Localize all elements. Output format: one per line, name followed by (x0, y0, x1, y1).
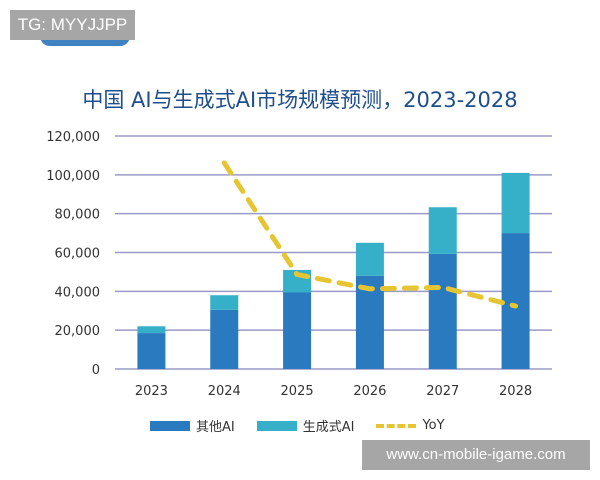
legend-label: 生成式AI (302, 420, 355, 435)
x-tick-label: 2026 (353, 384, 386, 399)
bar-2028 (501, 233, 530, 369)
x-tick-label: 2027 (426, 384, 459, 399)
legend-swatch (256, 420, 297, 431)
x-tick-label: 2024 (208, 384, 241, 399)
y-tick-label: 40,000 (55, 285, 101, 300)
bar-2025 (283, 292, 312, 369)
y-tick-label: 120,000 (46, 130, 100, 145)
legend-swatch (150, 420, 190, 431)
y-tick-label: 60,000 (55, 247, 101, 262)
bar-2024 (210, 309, 239, 369)
bar-2026 (355, 242, 384, 276)
y-tick-label: 0 (92, 363, 100, 378)
bar-2024 (210, 295, 239, 310)
x-tick-label: 2028 (499, 384, 532, 399)
x-tick-label: 2025 (281, 384, 314, 399)
y-tick-label: 100,000 (46, 169, 100, 184)
legend-item-genai: 生成式AI (256, 416, 355, 435)
bar-2027 (428, 207, 457, 254)
bar-2027 (428, 253, 457, 369)
yoy-line (221, 160, 519, 309)
legend-item-yoy: YoY (376, 418, 445, 433)
legend: 其他AI 生成式AI YoY (150, 416, 445, 435)
bar-2023 (137, 326, 166, 334)
legend-label: 其他AI (196, 420, 235, 435)
legend-label: YoY (422, 418, 445, 433)
watermark-bottom: www.cn-mobile-igame.com (362, 440, 590, 470)
legend-swatch (376, 423, 417, 428)
y-tick-label: 80,000 (55, 208, 101, 223)
watermark-top: TG: MYYJJPP (10, 10, 135, 40)
y-tick-label: 20,000 (55, 324, 101, 339)
legend-item-other-ai: 其他AI (150, 416, 235, 435)
bar-2023 (137, 333, 166, 369)
bar-2028 (501, 172, 530, 234)
chart-title: 中国 AI与生成式AI市场规模预测，2023-2028 (82, 88, 518, 112)
idc-logo (40, 36, 130, 46)
x-tick-label: 2023 (135, 384, 168, 399)
